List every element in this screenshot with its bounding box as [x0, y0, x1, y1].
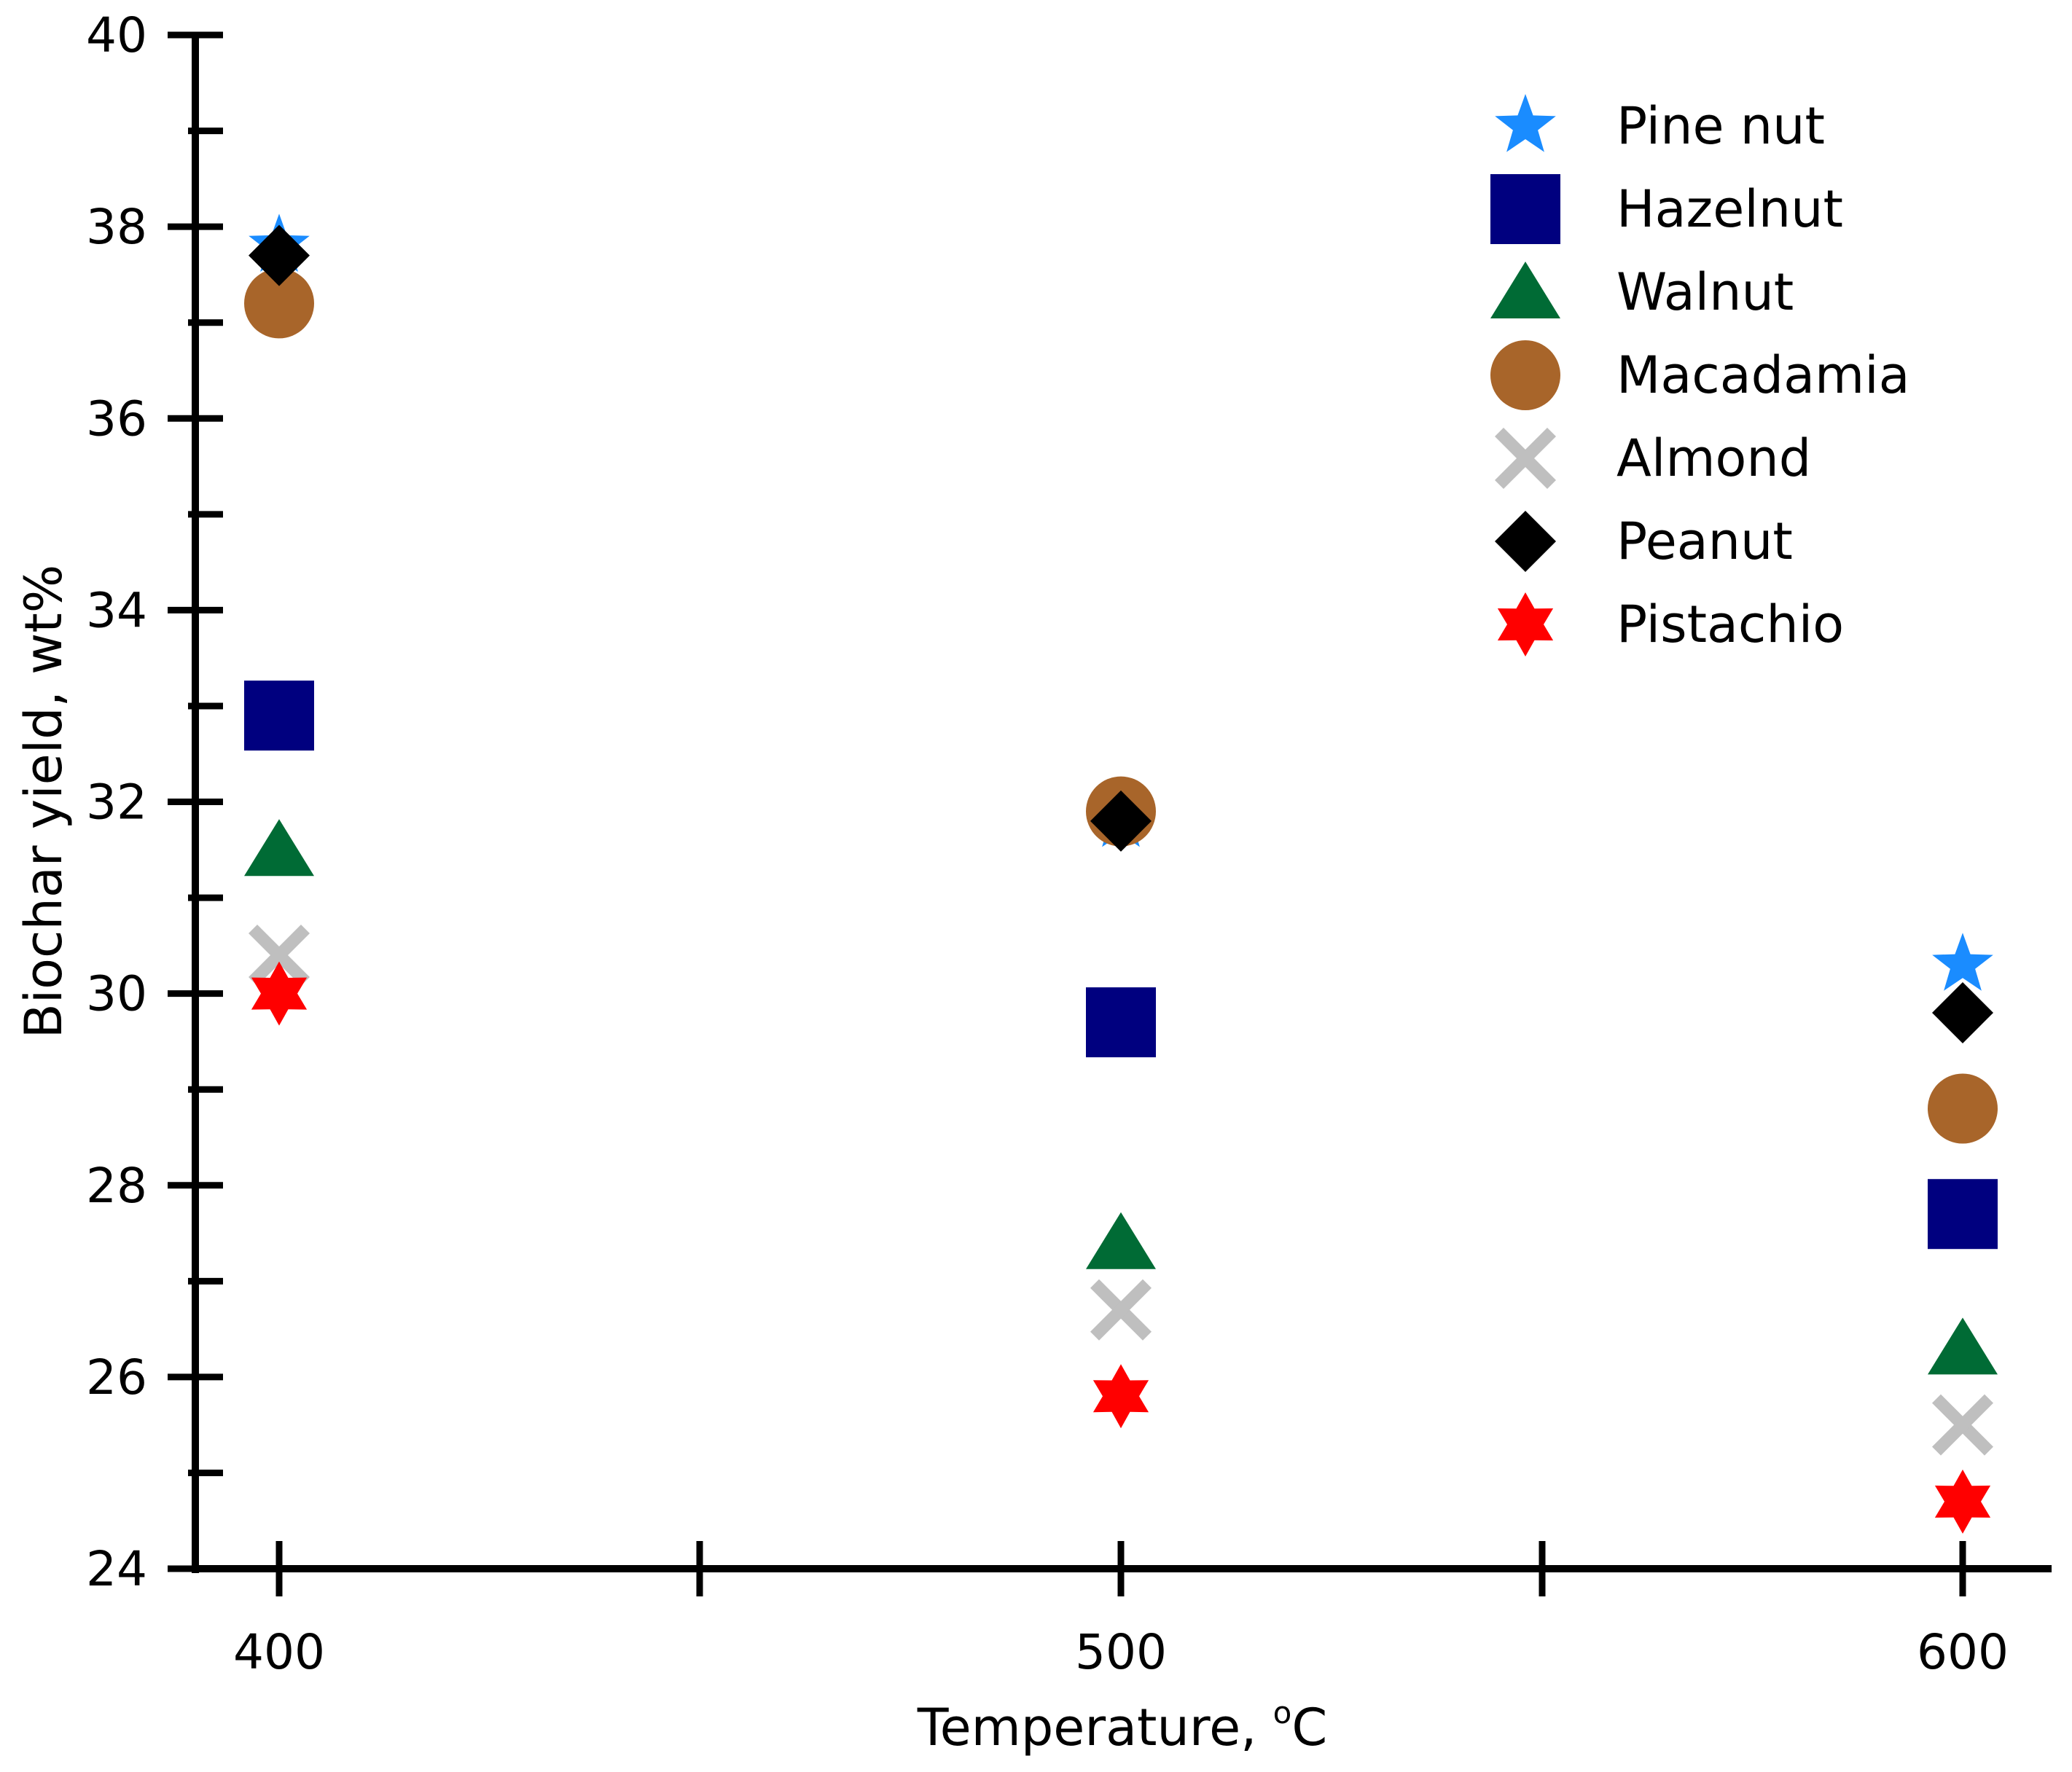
- legend-item-peanut: Peanut: [1495, 511, 1793, 572]
- point-peanut: [1932, 981, 1993, 1043]
- point-walnut: [244, 819, 314, 877]
- x-marker-stroke: [1494, 427, 1557, 490]
- legend-label: Peanut: [1616, 511, 1793, 571]
- legend-marker-hazelnut: [1490, 174, 1560, 244]
- legend: Pine nut Hazelnut Walnut Macadamia Almond Pea…: [1490, 94, 1910, 656]
- point-pistachio: [251, 961, 308, 1026]
- x-axis-title-text: Temperature,: [917, 1698, 1273, 1757]
- legend-marker-walnut: [1490, 262, 1560, 318]
- x-marker-stroke: [1090, 1279, 1152, 1341]
- y-tick-label: 24: [86, 1541, 147, 1597]
- point-hazelnut: [1928, 1179, 1998, 1250]
- point-almond: [248, 924, 310, 987]
- legend-item-pine-nut: Pine nut: [1495, 94, 1825, 156]
- point-hazelnut: [244, 681, 314, 751]
- legend-label: Walnut: [1616, 262, 1794, 322]
- y-tick-label: 30: [86, 966, 147, 1022]
- legend-label: Macadamia: [1616, 345, 1910, 405]
- legend-label: Pistachio: [1616, 595, 1844, 654]
- legend-label: Pine nut: [1616, 96, 1825, 156]
- x-axis-unit-degree: o: [1273, 1695, 1292, 1730]
- point-peanut: [249, 224, 310, 286]
- y-tick-label: 26: [86, 1349, 147, 1406]
- point-walnut: [1928, 1317, 1998, 1375]
- y-tick-label: 36: [86, 391, 147, 447]
- legend-label: Almond: [1616, 428, 1811, 488]
- legend-item-walnut: Walnut: [1490, 262, 1794, 322]
- legend-marker-almond: [1494, 427, 1557, 490]
- y-tick-label: 32: [86, 775, 147, 831]
- y-tick-label: 28: [86, 1158, 147, 1214]
- point-peanut: [1090, 790, 1152, 852]
- y-tick-label: 34: [86, 582, 147, 638]
- ticks: 24 26 28 30 32 34 36 38 40 400 500 600: [86, 7, 2009, 1680]
- point-pine-nut: [1932, 933, 1993, 991]
- legend-marker-peanut: [1495, 511, 1556, 572]
- point-macadamia: [1928, 1073, 1998, 1144]
- legend-marker-macadamia: [1490, 340, 1560, 410]
- x-tick-label: 600: [1917, 1624, 2009, 1680]
- legend-item-almond: Almond: [1494, 427, 1811, 490]
- point-hazelnut: [1086, 987, 1156, 1058]
- legend-item-macadamia: Macadamia: [1490, 340, 1910, 410]
- y-tick-label: 38: [86, 199, 147, 255]
- y-axis-title: Biochar yield, wt%: [14, 565, 74, 1039]
- legend-item-hazelnut: Hazelnut: [1490, 174, 1843, 244]
- x-marker-stroke: [1931, 1394, 1994, 1456]
- y-tick-label: 40: [86, 7, 147, 63]
- point-pistachio: [1092, 1364, 1149, 1429]
- x-axis-unit: C: [1291, 1698, 1327, 1757]
- point-walnut: [1086, 1212, 1156, 1269]
- x-tick-label: 500: [1075, 1624, 1167, 1680]
- point-pistachio: [1934, 1469, 1991, 1534]
- data-points: [244, 213, 1998, 1534]
- x-tick-label: 400: [233, 1624, 325, 1680]
- legend-marker-pistachio: [1497, 592, 1554, 656]
- legend-marker-pine-nut: [1495, 94, 1556, 152]
- x-axis-title: Temperature, oC: [917, 1695, 1328, 1757]
- point-almond: [1931, 1394, 1994, 1456]
- legend-item-pistachio: Pistachio: [1497, 592, 1844, 656]
- point-macadamia: [244, 268, 314, 339]
- x-marker-stroke: [248, 924, 310, 987]
- legend-label: Hazelnut: [1616, 179, 1843, 239]
- point-almond: [1090, 1279, 1152, 1341]
